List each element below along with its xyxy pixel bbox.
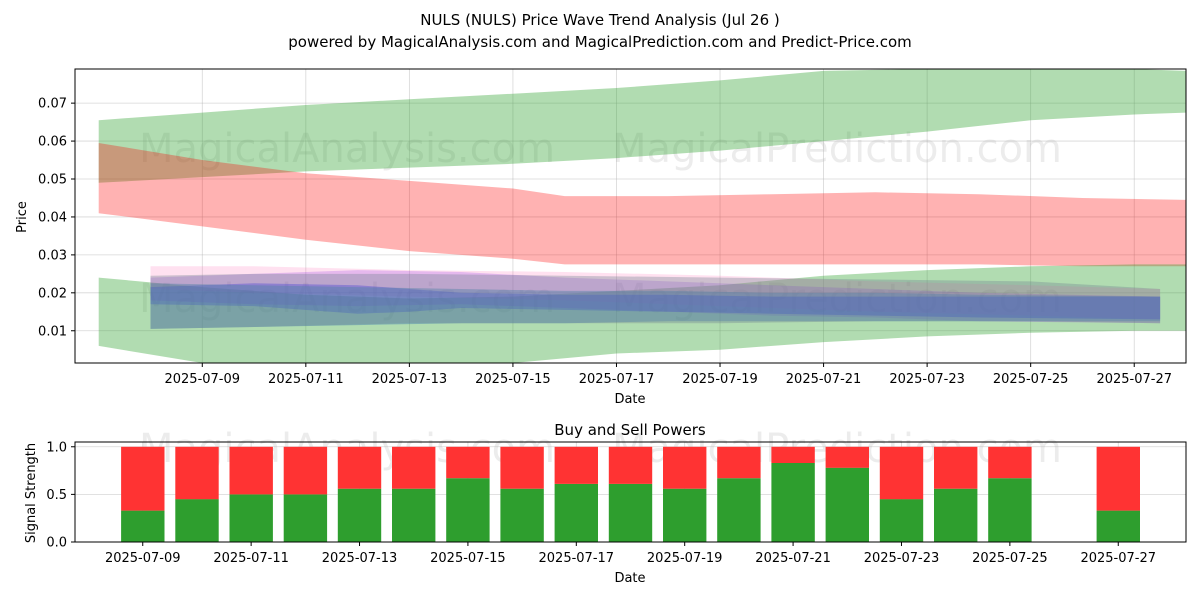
bottom-x-ticks: 2025-07-09 2025-07-11 2025-07-13 2025-07-15…: [105, 542, 1156, 566]
sell-bar: [608, 446, 653, 484]
buy-bar: [446, 478, 490, 542]
price-band-red-upper: [98, 143, 1187, 267]
sell-bar: [283, 446, 328, 495]
y-tick-label: 1.0: [46, 440, 67, 455]
x-tick-label: 2025-07-09: [164, 372, 240, 387]
buy-bar: [717, 478, 761, 542]
buy-bar: [121, 510, 165, 542]
sell-bar: [988, 446, 1032, 479]
sell-bar: [175, 446, 219, 500]
x-tick-label: 2025-07-25: [993, 372, 1069, 387]
top-gridlines: [75, 69, 1186, 363]
x-tick-label: 2025-07-13: [322, 551, 398, 566]
buy-bar: [663, 488, 707, 542]
x-tick-label: 2025-07-17: [579, 372, 655, 387]
x-tick-label: 2025-07-11: [268, 372, 344, 387]
y-tick-label: 0.06: [38, 135, 67, 150]
top-plot-frame: [74, 68, 1187, 364]
buy-bar: [988, 478, 1032, 542]
buy-bar: [608, 483, 653, 542]
y-tick-label: 0.0: [46, 536, 67, 551]
bottom-y-ticks: 0.0 0.5 1.0: [46, 440, 75, 551]
price-band-grey: [150, 273, 1161, 329]
x-tick-label: 2025-07-23: [889, 372, 965, 387]
sell-bar: [554, 446, 598, 484]
x-tick-label: 2025-07-09: [105, 551, 181, 566]
buy-bar: [392, 488, 436, 542]
bottom-plot-frame: [74, 441, 1187, 543]
sell-bar: [771, 446, 815, 463]
sell-bar: [446, 446, 490, 479]
x-tick-label: 2025-07-21: [786, 372, 862, 387]
x-tick-label: 2025-07-17: [539, 551, 615, 566]
x-tick-label: 2025-07-19: [682, 372, 758, 387]
bottom-bars: [121, 446, 1140, 542]
price-band-steel: [150, 283, 1161, 329]
buy-bar: [337, 488, 382, 542]
buy-bar: [879, 499, 924, 542]
bottom-x-axis-label: Date: [614, 571, 645, 586]
top-y-ticks: 0.01 0.02 0.03 0.04 0.05 0.06 0.07: [38, 97, 75, 339]
bottom-chart-title: Buy and Sell Powers: [554, 421, 706, 439]
y-tick-label: 0.05: [38, 173, 67, 188]
buy-bar: [1096, 510, 1140, 542]
buy-bar: [229, 494, 273, 542]
y-tick-label: 0.07: [38, 97, 67, 112]
sell-bar: [663, 446, 707, 489]
y-tick-label: 0.03: [38, 248, 67, 263]
x-tick-label: 2025-07-27: [1096, 372, 1172, 387]
buy-bar: [554, 483, 598, 542]
buy-bar: [283, 494, 328, 542]
chart-subtitle: powered by MagicalAnalysis.com and Magic…: [288, 33, 912, 51]
sell-bar: [229, 446, 273, 495]
x-tick-label: 2025-07-15: [475, 372, 551, 387]
buy-bar: [825, 467, 869, 542]
buy-bar: [500, 488, 544, 542]
bottom-y-axis-label: Signal Strength: [24, 443, 39, 543]
sell-bar: [934, 446, 978, 489]
price-band-green-lower: [98, 264, 1187, 363]
watermark-text: MagicalAnalysis.com: [139, 126, 555, 172]
sell-bar: [717, 446, 761, 479]
chart-title: NULS (NULS) Price Wave Trend Analysis (J…: [420, 11, 780, 29]
price-band-green-upper: [98, 69, 1187, 183]
buy-bar: [934, 488, 978, 542]
sell-bar: [392, 446, 436, 489]
watermark-text: MagicalPrediction.com: [612, 126, 1062, 172]
y-tick-label: 0.04: [38, 210, 67, 225]
buy-bar: [771, 463, 815, 542]
x-tick-label: 2025-07-19: [647, 551, 723, 566]
sell-bar: [337, 446, 382, 489]
top-y-axis-label: Price: [15, 201, 30, 233]
sell-bar: [825, 446, 869, 468]
price-band-purple: [150, 270, 1161, 324]
price-band-pink: [150, 266, 1161, 320]
top-x-axis-label: Date: [614, 392, 645, 407]
sell-bar: [500, 446, 544, 489]
watermark-text: MagicalPrediction.com: [612, 276, 1062, 322]
buy-bar: [175, 499, 219, 542]
sell-bar: [121, 446, 165, 511]
x-tick-label: 2025-07-23: [864, 551, 940, 566]
x-tick-label: 2025-07-11: [213, 551, 289, 566]
sell-bar: [1096, 446, 1140, 511]
y-tick-label: 0.5: [46, 488, 67, 503]
x-tick-label: 2025-07-27: [1080, 551, 1156, 566]
top-watermarks: MagicalAnalysis.com MagicalPrediction.com…: [139, 126, 1062, 322]
sell-bar: [879, 446, 924, 500]
price-band-blue: [150, 283, 1161, 320]
top-price-bands: [98, 69, 1187, 363]
x-tick-label: 2025-07-21: [755, 551, 831, 566]
top-x-ticks: 2025-07-09 2025-07-11 2025-07-13 2025-07-15…: [164, 363, 1172, 387]
y-tick-label: 0.01: [38, 324, 67, 339]
watermark-text: MagicalAnalysis.com: [139, 276, 555, 322]
x-tick-label: 2025-07-25: [972, 551, 1048, 566]
x-tick-label: 2025-07-13: [372, 372, 448, 387]
x-tick-label: 2025-07-15: [430, 551, 506, 566]
y-tick-label: 0.02: [38, 286, 67, 301]
